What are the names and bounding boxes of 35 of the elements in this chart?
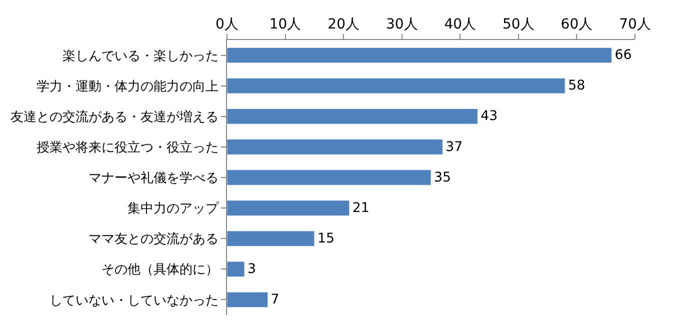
data-label: 66 — [614, 48, 632, 64]
bar — [227, 261, 245, 278]
data-label: 21 — [352, 200, 370, 216]
bar — [227, 170, 432, 186]
y-tick-label: その他（具体的に） — [101, 262, 218, 278]
data-label: 37 — [446, 140, 463, 155]
bar — [227, 47, 612, 64]
y-tick-label: 授業や将来に役立つ・役立った — [36, 139, 218, 156]
x-tick-label: 0人 — [216, 16, 238, 32]
y-tick-label: 集中力のアップ — [127, 202, 220, 217]
data-label: 15 — [317, 231, 334, 246]
y-tick-label: していない・していなかった — [49, 293, 218, 308]
x-tick-label: 30人 — [386, 16, 418, 32]
bar — [227, 108, 478, 124]
y-tick-label: マナーや礼儀を学べる — [88, 171, 218, 186]
x-tick-label: 50人 — [502, 16, 534, 32]
bar — [227, 292, 268, 308]
x-tick-label: 40人 — [444, 16, 476, 32]
data-label: 35 — [434, 170, 452, 186]
x-tick-label: 70人 — [619, 16, 651, 32]
y-tick-label: 学力・運動・体力の能力の向上 — [36, 79, 218, 94]
bar — [227, 230, 315, 246]
y-tick-label: 楽しんでいる・楽しかった — [62, 48, 218, 64]
x-tick-label: 20人 — [328, 16, 360, 32]
bar — [227, 78, 566, 94]
data-label: 7 — [270, 292, 280, 308]
data-label: 43 — [480, 109, 498, 124]
data-label: 3 — [248, 262, 256, 277]
y-tick-label: ママ友との交流がある — [88, 231, 218, 248]
bar — [227, 139, 443, 155]
x-tick-label: 60人 — [560, 16, 593, 32]
x-tick-label: 10人 — [269, 16, 302, 32]
data-label: 58 — [568, 78, 586, 94]
y-tick-label: 友達との交流がある・友達が増える — [10, 108, 218, 125]
bar — [227, 200, 350, 216]
